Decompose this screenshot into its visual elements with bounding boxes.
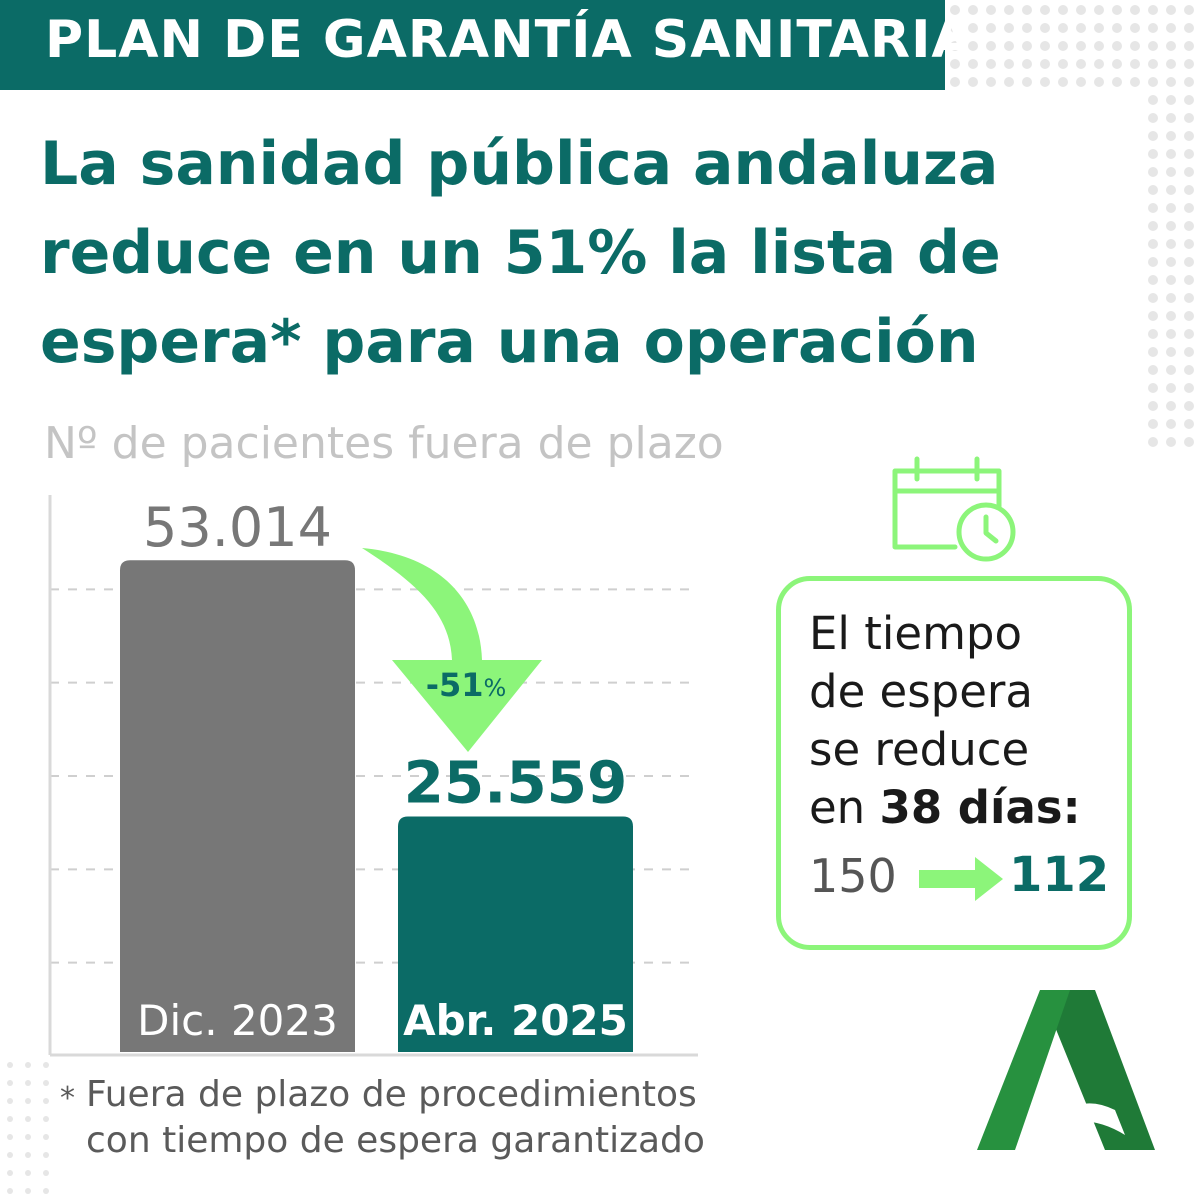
category-label-2: Abr. 2025 [403, 996, 628, 1045]
footnote-line-2: con tiempo de espera garantizado [86, 1120, 705, 1161]
category-label-1: Dic. 2023 [137, 996, 338, 1045]
headline-line-1: La sanidad pública andaluza [40, 129, 999, 199]
wait-line-1: El tiempo [809, 607, 1023, 660]
wait-line-3: se reduce [809, 723, 1030, 776]
junta-andalucia-logo [977, 990, 1155, 1150]
bar-2 [398, 816, 633, 1052]
wait-time-text: El tiempo de espera se reduce en 38 días… [809, 605, 1081, 837]
wait-line-4: en 38 días: [809, 779, 1081, 837]
bar-1 [120, 560, 355, 1052]
value-label-1: 53.014 [143, 496, 332, 559]
decrease-arrow-icon [362, 548, 542, 752]
header-band: PLAN DE GARANTÍA SANITARIA [0, 0, 972, 90]
footnote-line-1: Fuera de plazo de procedimientos [86, 1074, 697, 1115]
wait-days-row: 150 112 [809, 847, 1119, 909]
headline-line-3: espera* para una operación [40, 307, 979, 377]
wait-time-card: El tiempo de espera se reduce en 38 días… [776, 576, 1132, 950]
headline-line-2: reduce en un 51% la lista de [40, 218, 1001, 288]
days-after: 112 [1009, 847, 1110, 903]
change-label: -51% [426, 666, 507, 704]
footnote: * Fuera de plazo de procedimientos con t… [60, 1072, 705, 1164]
chart-title: Nº de pacientes fuera de plazo [44, 418, 724, 469]
footnote-star: * [60, 1081, 75, 1116]
headline: La sanidad pública andaluza reduce en un… [40, 120, 1180, 387]
wait-highlight: 38 días: [879, 781, 1081, 834]
days-before: 150 [809, 849, 897, 903]
header-tag: PLAN DE GARANTÍA SANITARIA [45, 10, 973, 70]
calendar-clock-icon [892, 456, 1016, 562]
wait-prefix: en [809, 781, 880, 834]
right-arrow-icon [919, 857, 1003, 901]
wait-line-2: de espera [809, 665, 1034, 718]
value-label-2: 25.559 [404, 748, 628, 816]
